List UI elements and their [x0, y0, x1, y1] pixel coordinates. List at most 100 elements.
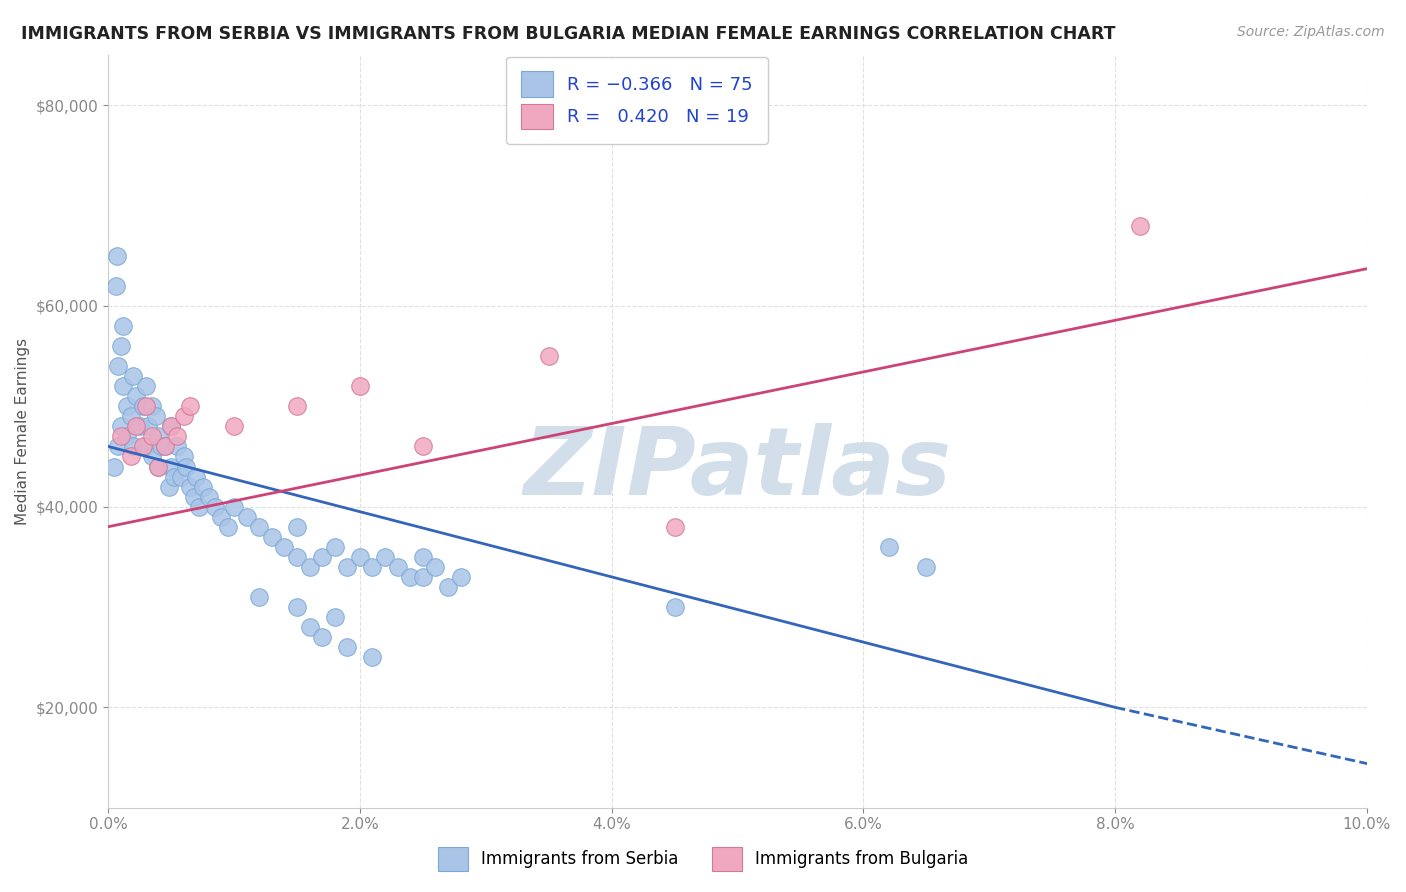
Point	[104, 279, 127, 293]
Point	[160, 419, 183, 434]
Text: ZIPatlas: ZIPatlas	[523, 423, 952, 515]
Point	[1129, 219, 1152, 233]
Point	[179, 400, 201, 414]
Point	[160, 419, 183, 434]
Point	[311, 630, 333, 644]
Point	[664, 599, 686, 614]
Point	[107, 359, 129, 374]
Point	[148, 459, 170, 474]
Legend: Immigrants from Serbia, Immigrants from Bulgaria: Immigrants from Serbia, Immigrants from …	[429, 839, 977, 880]
Point	[204, 500, 226, 514]
Point	[160, 459, 183, 474]
Point	[110, 429, 132, 443]
Point	[174, 459, 197, 474]
Point	[247, 520, 270, 534]
Point	[186, 469, 208, 483]
Text: IMMIGRANTS FROM SERBIA VS IMMIGRANTS FROM BULGARIA MEDIAN FEMALE EARNINGS CORREL: IMMIGRANTS FROM SERBIA VS IMMIGRANTS FRO…	[21, 25, 1115, 43]
Point	[166, 440, 188, 454]
Point	[412, 440, 434, 454]
Point	[125, 419, 148, 434]
Point	[132, 440, 155, 454]
Point	[122, 440, 145, 454]
Point	[162, 469, 184, 483]
Point	[179, 480, 201, 494]
Point	[247, 590, 270, 604]
Point	[170, 469, 193, 483]
Point	[336, 640, 359, 654]
Point	[387, 559, 409, 574]
Point	[148, 459, 170, 474]
Point	[125, 389, 148, 403]
Point	[138, 419, 160, 434]
Point	[222, 500, 245, 514]
Text: Source: ZipAtlas.com: Source: ZipAtlas.com	[1237, 25, 1385, 39]
Point	[115, 400, 138, 414]
Point	[128, 419, 150, 434]
Point	[105, 249, 128, 263]
Point	[412, 549, 434, 564]
Point	[285, 599, 308, 614]
Point	[217, 520, 239, 534]
Point	[183, 490, 205, 504]
Point	[191, 480, 214, 494]
Point	[361, 559, 384, 574]
Point	[349, 379, 371, 393]
Point	[537, 349, 560, 363]
Point	[323, 610, 346, 624]
Point	[336, 559, 359, 574]
Point	[399, 570, 422, 584]
Point	[110, 339, 132, 353]
Point	[285, 549, 308, 564]
Point	[437, 580, 460, 594]
Point	[235, 509, 257, 524]
Point	[222, 419, 245, 434]
Point	[120, 409, 142, 424]
Point	[141, 429, 163, 443]
Point	[311, 549, 333, 564]
Legend: R = −0.366   N = 75, R =   0.420   N = 19: R = −0.366 N = 75, R = 0.420 N = 19	[506, 57, 768, 144]
Point	[285, 520, 308, 534]
Point	[412, 570, 434, 584]
Point	[135, 400, 157, 414]
Point	[107, 440, 129, 454]
Point	[187, 500, 209, 514]
Point	[148, 429, 170, 443]
Point	[173, 450, 195, 464]
Point	[132, 400, 155, 414]
Point	[173, 409, 195, 424]
Y-axis label: Median Female Earnings: Median Female Earnings	[15, 338, 30, 525]
Point	[260, 530, 283, 544]
Point	[361, 650, 384, 665]
Point	[112, 319, 135, 334]
Point	[450, 570, 472, 584]
Point	[323, 540, 346, 554]
Point	[153, 440, 176, 454]
Point	[103, 459, 125, 474]
Point	[425, 559, 447, 574]
Point	[166, 429, 188, 443]
Point	[135, 379, 157, 393]
Point	[157, 480, 180, 494]
Point	[112, 379, 135, 393]
Point	[349, 549, 371, 564]
Point	[273, 540, 295, 554]
Point	[145, 409, 167, 424]
Point	[374, 549, 396, 564]
Point	[298, 559, 321, 574]
Point	[135, 440, 157, 454]
Point	[664, 520, 686, 534]
Point	[298, 620, 321, 634]
Point	[150, 440, 173, 454]
Point	[285, 400, 308, 414]
Point	[915, 559, 938, 574]
Point	[153, 440, 176, 454]
Point	[120, 450, 142, 464]
Point	[115, 429, 138, 443]
Point	[122, 369, 145, 384]
Point	[877, 540, 900, 554]
Point	[110, 419, 132, 434]
Point	[209, 509, 232, 524]
Point	[198, 490, 221, 504]
Point	[141, 400, 163, 414]
Point	[141, 450, 163, 464]
